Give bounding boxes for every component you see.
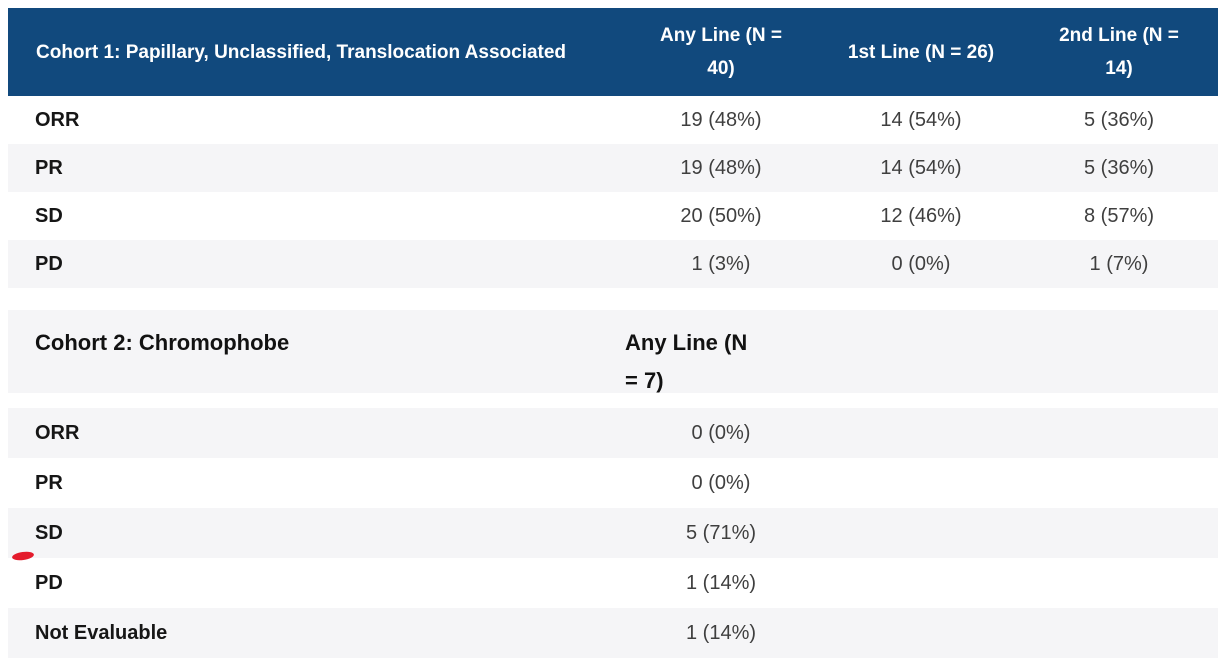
cohort1-header-row: Cohort 1: Papillary, Unclassified, Trans… [8,8,1218,96]
cell-value: 0 (0%) [691,471,751,494]
empty-cell [822,310,1020,324]
cohort2-column-any-line: Any Line (N = 7) [620,310,822,400]
row-label: Not Evaluable [35,621,168,644]
cell-value: 1 (3%) [691,252,751,275]
table-row-pd: PD 1 (3%) 0 (0%) 1 (7%) [8,240,1218,288]
cohort1-body: ORR 19 (48%) 14 (54%) 5 (36%) PR 19 (48%… [8,96,1218,288]
column-header-label: Any Line (N = 7) [625,330,748,393]
row-label: PD [35,571,63,594]
cell-value: 1 (14%) [685,571,757,594]
table-row-pr: PR 19 (48%) 14 (54%) 5 (36%) [8,144,1218,192]
row-label: PR [35,156,63,179]
cell-value: 5 (36%) [1083,108,1155,131]
cohort2-header-row: Cohort 2: Chromophobe Any Line (N = 7) [8,310,1218,393]
row-label: PD [35,252,63,275]
cell-value: 5 (71%) [685,521,757,544]
cohort2-section: Cohort 2: Chromophobe Any Line (N = 7) O… [8,310,1218,658]
row-label: ORR [35,108,80,131]
cohort1-column-1st-line: 1st Line (N = 26) [822,36,1020,69]
cell-value: 0 (0%) [691,421,751,444]
column-header-label: 2nd Line (N = 14) [1059,25,1179,79]
cell-value: 1 (7%) [1089,252,1149,275]
cell-value: 20 (50%) [680,204,762,227]
cohort1-column-any-line: Any Line (N = 40) [620,19,822,85]
table-row-orr: ORR 0 (0%) [8,408,1218,458]
cohorts-table: Cohort 1: Papillary, Unclassified, Trans… [8,8,1218,658]
cell-value: 19 (48%) [680,108,762,131]
table-row-pd: PD 1 (14%) [8,558,1218,608]
row-label: PR [35,471,63,494]
table-row-not-evaluable: Not Evaluable 1 (14%) [8,608,1218,658]
empty-cell [1020,310,1218,324]
table-row-pr: PR 0 (0%) [8,458,1218,508]
cell-value: 8 (57%) [1083,204,1155,227]
row-label: SD [35,521,63,544]
row-label: SD [35,204,63,227]
cell-value: 19 (48%) [680,156,762,179]
cohort2-body: ORR 0 (0%) PR 0 (0%) SD 5 (71%) [8,408,1218,658]
cohort1-title: Cohort 1: Papillary, Unclassified, Trans… [36,41,567,63]
table-row-sd: SD 5 (71%) [8,508,1218,558]
cohort1-column-2nd-line: 2nd Line (N = 14) [1020,19,1218,85]
cell-value: 12 (46%) [880,204,962,227]
row-label: ORR [35,421,80,444]
column-header-label: Any Line (N = 40) [660,25,782,79]
cohort2-title: Cohort 2: Chromophobe [35,330,290,355]
cell-value: 14 (54%) [880,156,962,179]
column-header-label: 1st Line (N = 26) [847,41,995,63]
table-row-sd: SD 20 (50%) 12 (46%) 8 (57%) [8,192,1218,240]
cell-value: 0 (0%) [891,252,951,275]
cell-value: 1 (14%) [685,621,757,644]
cell-value: 14 (54%) [880,108,962,131]
cell-value: 5 (36%) [1083,156,1155,179]
table-row-orr: ORR 19 (48%) 14 (54%) 5 (36%) [8,96,1218,144]
